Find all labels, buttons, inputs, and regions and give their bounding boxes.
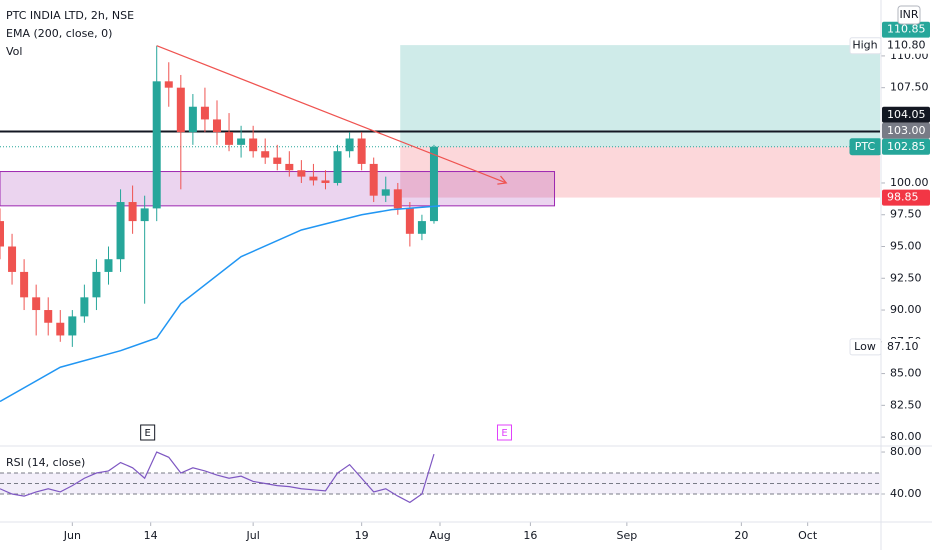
candle-body — [8, 246, 17, 272]
candle-body — [152, 81, 161, 209]
price-tag — [882, 189, 930, 206]
candle-body — [249, 138, 258, 152]
candle-body — [164, 81, 173, 88]
ema-line — [0, 205, 441, 403]
candle-body — [32, 297, 41, 311]
y-tick-label: 107.50 — [890, 81, 929, 94]
x-tick-label: 19 — [355, 529, 369, 542]
candle-body — [225, 132, 234, 145]
chart-title: PTC INDIA LTD, 2h, NSE — [6, 9, 134, 22]
candle-body — [140, 208, 149, 222]
candle-body — [212, 119, 221, 133]
candle-body — [80, 297, 89, 317]
candle-body — [176, 87, 185, 133]
trendline-arrow — [497, 175, 508, 185]
y-tick-label: 92.50 — [890, 271, 922, 284]
candle-body — [200, 106, 209, 120]
price-tag — [882, 338, 930, 355]
y-tick-label: 97.50 — [890, 208, 922, 221]
target-zone — [400, 45, 880, 147]
y-tick-label: 100.00 — [890, 176, 929, 189]
candle-body — [68, 316, 77, 336]
x-tick-label: Aug — [429, 529, 450, 542]
currency: INR — [899, 8, 918, 21]
price-tag — [882, 106, 930, 123]
event-label: E — [145, 428, 151, 439]
candle-body — [237, 138, 246, 145]
price-tag-label: 102.85 — [887, 140, 926, 153]
candle-body — [104, 259, 113, 272]
candle-body — [20, 271, 29, 298]
price-tag — [882, 138, 930, 155]
y-tick-label: 95.00 — [890, 240, 922, 253]
candle-body — [321, 180, 330, 183]
price-tag — [882, 21, 930, 38]
candle-body — [92, 271, 101, 298]
y-tick-label: 90.00 — [890, 303, 922, 316]
rsi-band-fill — [0, 473, 880, 494]
candle-body — [44, 310, 53, 323]
price-tag-label: 98.85 — [887, 191, 919, 204]
candle-body — [369, 163, 378, 196]
candle-body — [393, 189, 402, 209]
x-tick-label: Sep — [616, 529, 637, 542]
y-tick-label: 80.00 — [890, 430, 922, 443]
price-tag — [882, 122, 930, 139]
indicator-label: Vol — [6, 45, 22, 58]
candle-body — [357, 138, 366, 164]
x-tick-label: 16 — [523, 529, 537, 542]
x-tick-label: Jun — [63, 529, 81, 542]
y-tick-label: 85.00 — [890, 367, 922, 380]
candle-body — [333, 151, 342, 183]
candle-body — [309, 176, 318, 181]
price-tag-label: 103.00 — [887, 124, 926, 137]
candle-body — [297, 170, 306, 177]
x-tick-label: Oct — [798, 529, 818, 542]
candle-body — [188, 106, 197, 133]
candle-body — [285, 163, 294, 171]
x-tick-label: Jul — [246, 529, 260, 542]
trendline — [156, 45, 507, 184]
candle-body — [405, 208, 414, 234]
currency-box — [897, 5, 921, 25]
candle-body — [345, 138, 354, 152]
x-tick-label: 14 — [144, 529, 158, 542]
price-tag-label: 110.85 — [887, 23, 926, 36]
event-label: E — [501, 428, 507, 439]
price-tag-name: Low — [854, 340, 876, 353]
price-tag-label: 104.05 — [887, 108, 926, 121]
candle-body — [273, 157, 282, 164]
rsi-tick-label: 80.00 — [890, 445, 922, 458]
price-tag-label: 87.10 — [887, 340, 919, 353]
price-tag-label: 110.80 — [887, 39, 926, 52]
price-tag-name: PTC — [855, 140, 876, 153]
candle-body — [128, 202, 137, 222]
candle-body — [381, 189, 390, 196]
candle-body — [116, 202, 125, 260]
candle-body — [429, 146, 438, 222]
candle-body — [417, 221, 426, 234]
rsi-title: RSI (14, close) — [6, 456, 85, 469]
indicator-label: EMA (200, close, 0) — [6, 27, 112, 40]
zone — [0, 171, 556, 207]
candle-body — [0, 221, 4, 247]
candle-body — [261, 151, 270, 158]
event-marker — [140, 424, 156, 441]
rsi-tick-label: 40.00 — [890, 487, 922, 500]
event-marker — [496, 424, 512, 441]
price-tag-name: High — [852, 39, 877, 52]
price-tag — [882, 37, 930, 54]
rsi-line — [0, 451, 435, 504]
candle-body — [56, 322, 65, 336]
y-tick-label: 82.50 — [890, 398, 922, 411]
x-tick-label: 20 — [734, 529, 748, 542]
